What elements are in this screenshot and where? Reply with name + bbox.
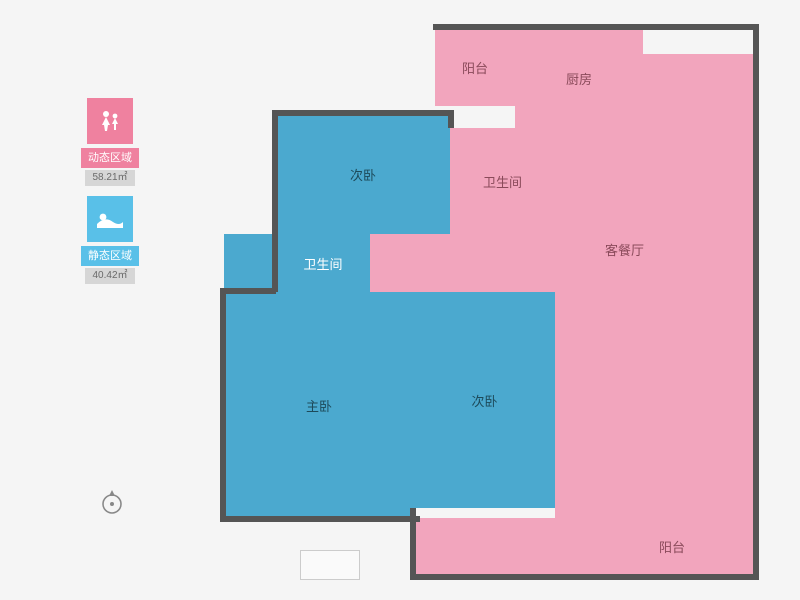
legend-dynamic-iconbox — [87, 98, 133, 144]
room-balcony-top: 阳台 — [435, 28, 515, 106]
wall — [753, 24, 759, 580]
room-label: 阳台 — [659, 537, 685, 556]
room-living: 客餐厅 — [555, 128, 755, 518]
wall — [220, 288, 276, 294]
room-sec-bed-top: 次卧 — [276, 114, 450, 234]
wall — [433, 24, 759, 30]
wall — [220, 516, 420, 522]
room-sec-bed-bot: 次卧 — [414, 292, 555, 508]
room-label: 客餐厅 — [605, 240, 644, 259]
legend-static-label: 静态区域 — [81, 246, 139, 266]
wall — [410, 574, 759, 580]
sleep-icon — [95, 208, 125, 230]
wall — [220, 288, 226, 522]
room-hall-top — [643, 54, 755, 128]
floorplan-notch — [300, 550, 360, 580]
legend-static-value: 40.42㎡ — [85, 268, 135, 284]
room-label: 主卧 — [306, 396, 332, 415]
room-balcony-bot: 阳台 — [414, 518, 755, 575]
legend-dynamic-value: 58.21㎡ — [85, 170, 135, 186]
floorplan: 阳台 厨房 客餐厅 卫生间 阳台 次卧 卫生间 主卧 次卧 — [200, 10, 770, 580]
room-stub-left — [224, 234, 276, 292]
room-label: 次卧 — [350, 165, 376, 184]
legend-static-iconbox — [87, 196, 133, 242]
people-icon — [96, 107, 124, 135]
compass-icon — [100, 488, 124, 516]
wall — [272, 110, 454, 116]
room-label: 厨房 — [566, 69, 592, 88]
room-label: 阳台 — [462, 58, 488, 77]
room-bath-top: 卫生间 — [450, 128, 555, 234]
room-bath-blue: 卫生间 — [276, 234, 370, 292]
wall — [448, 110, 454, 128]
room-label: 次卧 — [471, 391, 497, 410]
room-master-bed: 主卧 — [224, 292, 414, 518]
room-label: 卫生间 — [303, 254, 342, 273]
room-corridor — [370, 234, 558, 292]
wall — [410, 508, 416, 580]
room-label: 卫生间 — [483, 172, 522, 191]
wall — [272, 110, 278, 292]
legend-static: 静态区域 40.42㎡ — [80, 196, 140, 284]
legend-dynamic: 动态区域 58.21㎡ — [80, 98, 140, 186]
legend-dynamic-label: 动态区域 — [81, 148, 139, 168]
room-kitchen: 厨房 — [515, 28, 643, 128]
